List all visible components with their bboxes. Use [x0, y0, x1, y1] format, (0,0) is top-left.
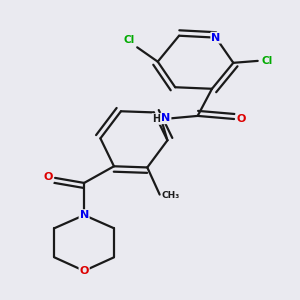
Text: O: O — [80, 266, 89, 276]
Text: H: H — [152, 114, 160, 124]
Text: N: N — [211, 33, 220, 43]
Text: Cl: Cl — [262, 56, 273, 66]
Text: N: N — [80, 210, 89, 220]
Text: CH₃: CH₃ — [162, 191, 180, 200]
Text: O: O — [44, 172, 53, 182]
Text: O: O — [236, 114, 246, 124]
Text: N: N — [161, 113, 170, 123]
Text: Cl: Cl — [123, 35, 134, 45]
